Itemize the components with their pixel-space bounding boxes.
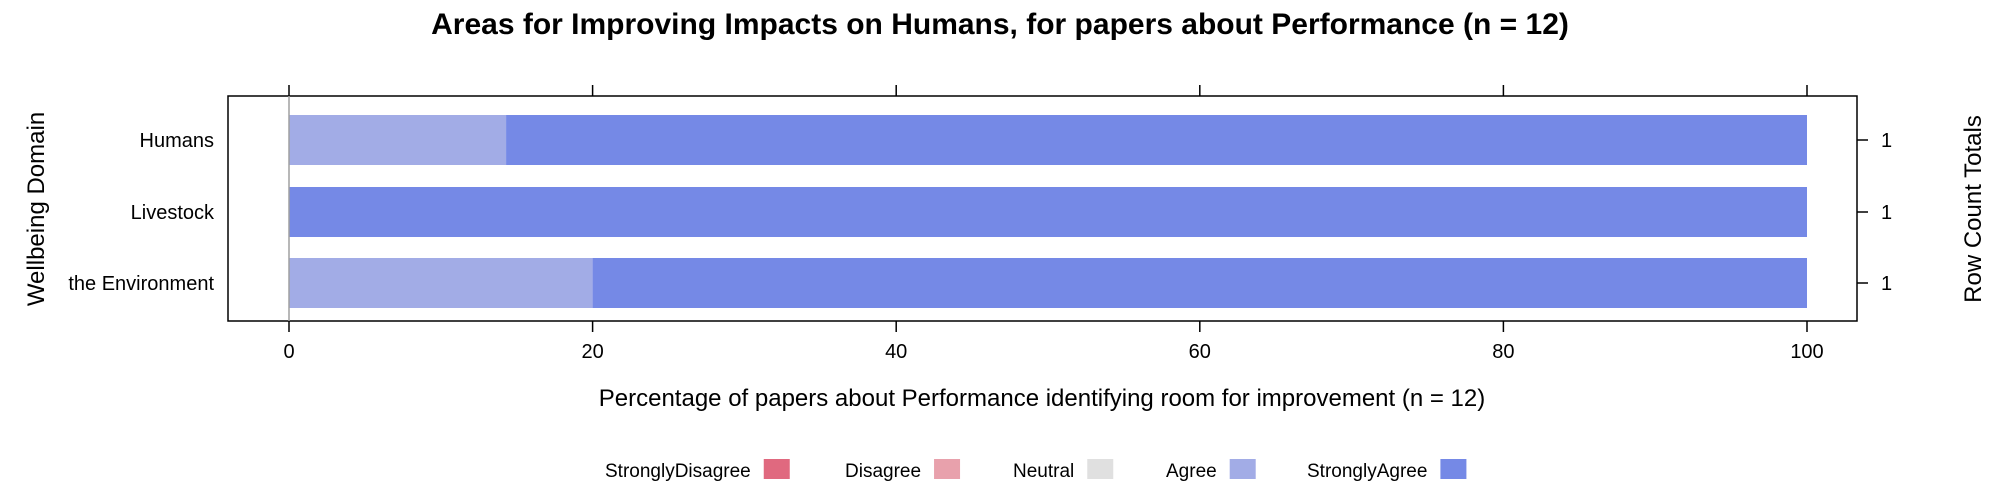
bars-group [289, 115, 1808, 308]
row-total-label-0: 1 [1881, 130, 1892, 152]
legend-label: Disagree [845, 461, 921, 482]
row-total-label-1: 1 [1881, 202, 1892, 224]
legend-label: Agree [1166, 461, 1217, 482]
x-tick-label-0: 0 [283, 341, 294, 363]
x-tick-label-4: 80 [1492, 341, 1514, 363]
bar-stronglyagree-0 [506, 115, 1808, 165]
y-tick-label-2: the Environment [68, 273, 214, 295]
row-totals-axis: 1 1 1 [1857, 130, 1892, 295]
x-tick-label-2: 40 [885, 341, 907, 363]
y-tick-label-0: Humans [140, 130, 214, 152]
legend-item-stronglyagree: StronglyAgree [1307, 459, 1467, 482]
y-tick-label-1: Livestock [131, 202, 215, 224]
plot-frame [227, 95, 1858, 322]
legend-swatch [934, 459, 961, 479]
y-axis-title: Wellbeing Domain [23, 112, 50, 306]
x-axis-title: Percentage of papers about Performance i… [599, 385, 1485, 412]
bar-agree-2 [289, 258, 593, 308]
legend: StronglyDisagree Disagree Neutral Agree Stro… [605, 459, 1467, 482]
legend-swatch [1229, 459, 1256, 479]
row-total-label-2: 1 [1881, 273, 1892, 295]
x-tick-label-3: 60 [1189, 341, 1211, 363]
bar-stronglyagree-1 [289, 187, 1807, 237]
x-axis-top [288, 85, 1808, 96]
legend-label: StronglyDisagree [605, 461, 751, 482]
y2-axis-title: Row Count Totals [1960, 115, 1987, 303]
legend-item-neutral: Neutral [1013, 459, 1114, 482]
legend-item-stronglydisagree: StronglyDisagree [605, 459, 790, 482]
legend-item-agree: Agree [1166, 459, 1256, 482]
y-axis-labels: Humans Livestock the Environment [68, 130, 215, 295]
chart-title: Areas for Improving Impacts on Humans, f… [431, 8, 1569, 41]
x-axis-bottom: 0 20 40 60 80 100 [283, 321, 1824, 363]
legend-label: Neutral [1013, 461, 1074, 482]
legend-item-disagree: Disagree [845, 459, 961, 482]
x-tick-label-5: 100 [1790, 341, 1823, 363]
bar-stronglyagree-2 [592, 258, 1807, 308]
bar-agree-0 [289, 115, 507, 165]
legend-label: StronglyAgree [1307, 461, 1427, 482]
x-tick-label-1: 20 [581, 341, 603, 363]
legend-swatch [1087, 459, 1114, 479]
legend-swatch [763, 459, 790, 479]
legend-swatch [1440, 459, 1467, 479]
